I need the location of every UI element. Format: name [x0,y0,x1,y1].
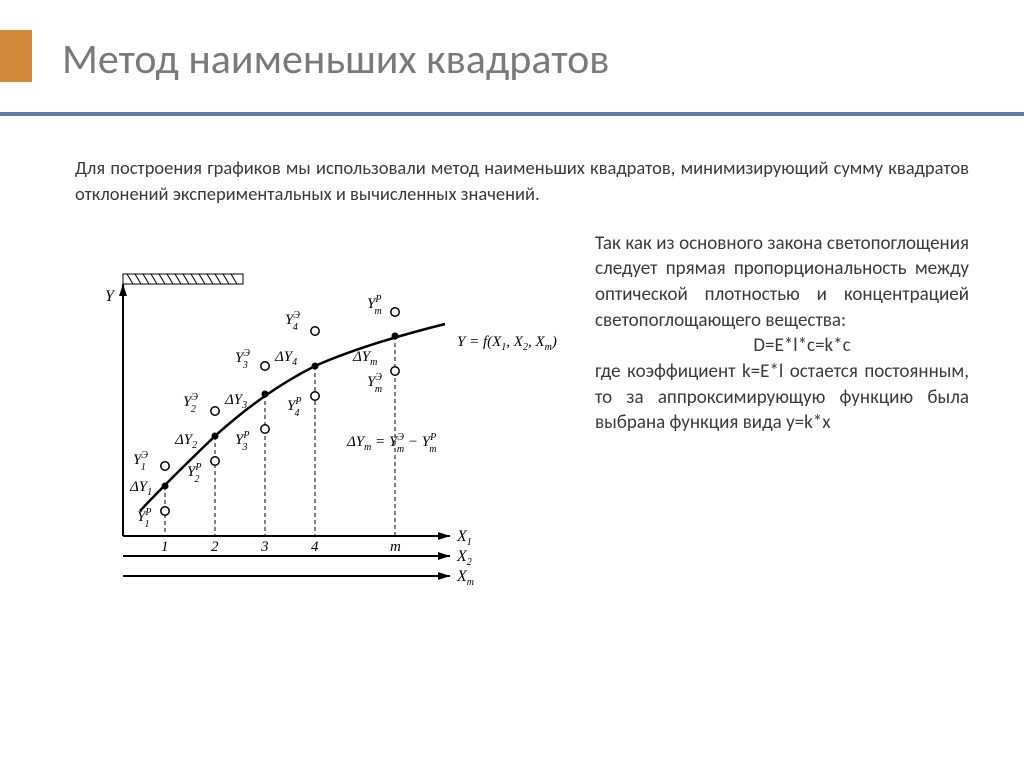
svg-text:YЭ2: YЭ2 [183,392,198,415]
svg-text:ΔY2: ΔY2 [174,432,197,451]
x-axes-group: X1 X2 Xm [123,528,474,588]
svg-text:YP2: YP2 [187,462,201,485]
intro-paragraph: Для построения графиков мы использовали … [75,155,969,207]
body-row: Y X1 X2 Xm 1 2 3 [75,231,969,601]
svg-text:ΔY4: ΔY4 [274,349,297,368]
right-paragraph-1: Так как из основного закона светопоглоще… [595,231,969,334]
title-accent-block [0,30,32,82]
right-text-column: Так как из основного закона светопоглоще… [595,231,969,436]
svg-text:YP1: YP1 [137,507,151,530]
y-axis-label: Y [105,288,116,305]
svg-text:ΔY1: ΔY1 [129,479,152,498]
content-area: Для построения графиков мы использовали … [75,155,969,601]
x-ticks: 1 2 3 4 m [161,539,401,555]
page-title: Метод наименьших квадратов [62,38,609,82]
top-hatch [123,274,243,284]
svg-text:YЭ1: YЭ1 [133,450,148,473]
fitted-curve [140,324,445,511]
least-squares-diagram: Y X1 X2 Xm 1 2 3 [75,266,565,596]
svg-text:YЭ3: YЭ3 [235,348,250,371]
svg-text:YЭ4: YЭ4 [285,310,300,333]
svg-text:X1: X1 [456,528,472,548]
point-labels: YЭ1 ΔY1 YP1 YЭ2 ΔY2 YP2 YЭ3 ΔY3 YP3 YЭ4 … [129,294,382,530]
svg-text:2: 2 [211,539,219,555]
delta-y-formula: ΔYm = YЭm − YPm [346,432,436,455]
svg-text:YPm: YPm [367,294,382,317]
svg-text:ΔYm: ΔYm [352,349,377,368]
svg-text:4: 4 [311,539,319,555]
svg-text:3: 3 [260,539,269,555]
title-underline [0,112,1024,116]
diagram-column: Y X1 X2 Xm 1 2 3 [75,231,565,601]
svg-text:X2: X2 [456,548,472,568]
svg-text:YP3: YP3 [235,430,249,453]
svg-text:Xm: Xm [456,568,474,588]
y-axis-arrow [119,284,127,296]
curve-label: Y = f(X1, X2, Xm) [457,334,557,353]
svg-text:1: 1 [161,539,169,555]
svg-text:YЭm: YЭm [367,372,382,395]
formula-line: D=E*l*c=k*c [595,333,969,359]
title-bar: Метод наименьших квадратов [0,0,1024,82]
right-paragraph-2: где коэффициент k=E*l остается постоянны… [595,359,969,436]
svg-text:ΔY3: ΔY3 [224,392,247,411]
svg-text:YP4: YP4 [287,396,301,419]
svg-text:m: m [390,539,401,555]
